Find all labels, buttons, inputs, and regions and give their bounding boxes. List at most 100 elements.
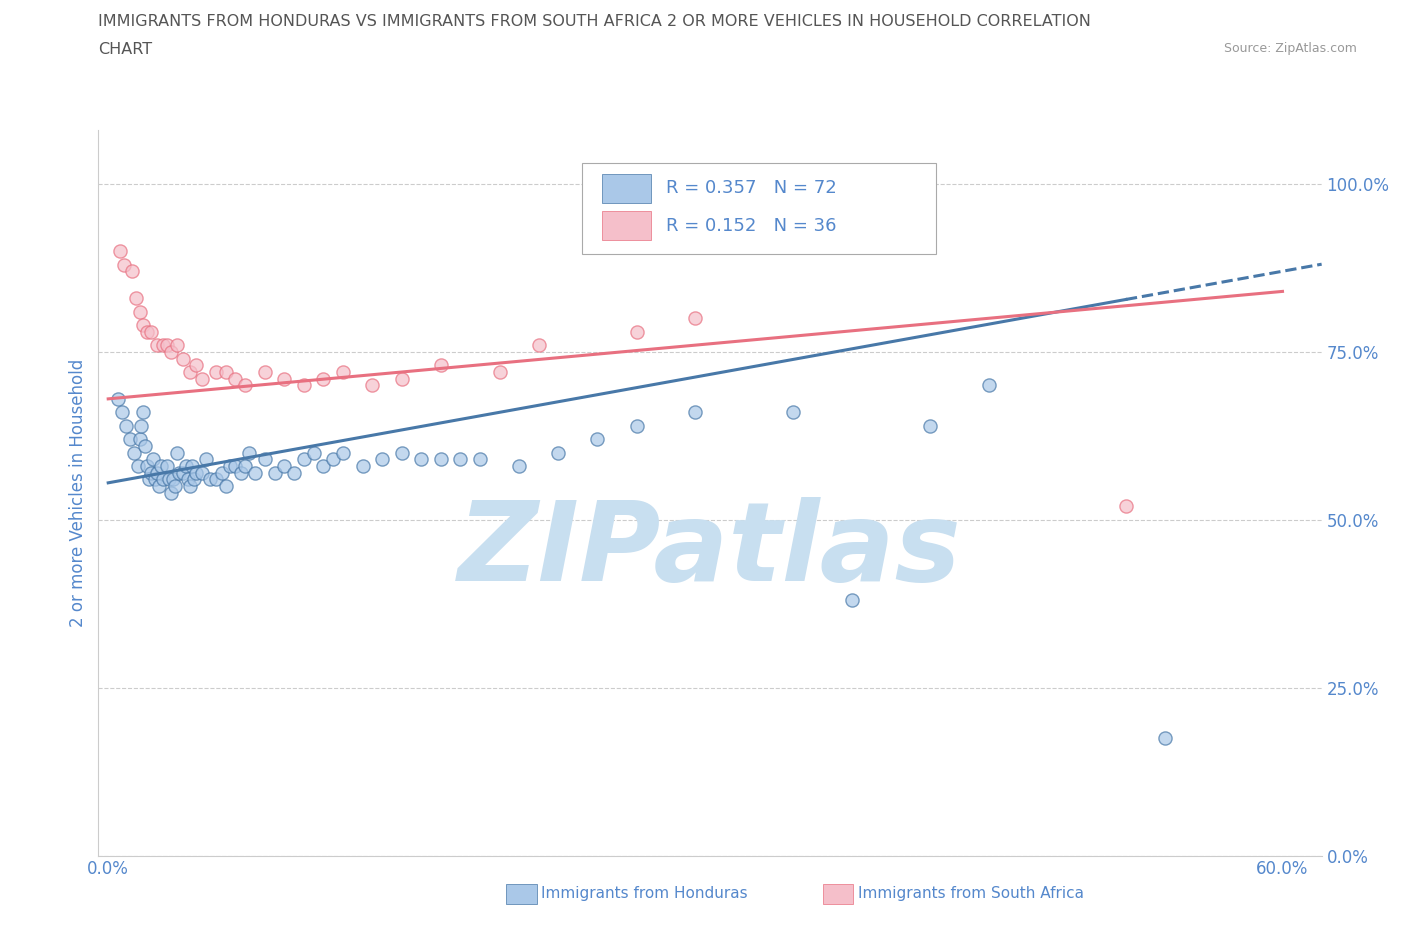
Point [179,365,201,379]
Point [586,432,609,446]
Point [146,338,169,352]
Point [224,371,246,386]
Text: Immigrants from South Africa: Immigrants from South Africa [858,886,1084,901]
Point [231,465,253,480]
Point [1115,498,1137,513]
Point [131,418,153,433]
Point [156,338,179,352]
Point [508,458,530,473]
Point [156,458,179,473]
Text: IMMIGRANTS FROM HONDURAS VS IMMIGRANTS FROM SOUTH AFRICA 2 OR MORE VEHICLES IN H: IMMIGRANTS FROM HONDURAS VS IMMIGRANTS F… [98,14,1091,29]
Point [143,472,166,487]
Point [142,452,165,467]
Point [176,458,198,473]
Point [152,472,174,487]
Point [186,358,208,373]
Point [312,458,335,473]
Point [152,338,174,352]
Point [107,392,129,406]
Point [238,445,260,460]
Point [361,378,384,392]
Point [141,325,163,339]
Text: ZIPatlas: ZIPatlas [458,498,962,604]
Point [977,378,1000,392]
Point [283,465,305,480]
Point [167,465,190,480]
Point [391,445,413,460]
Point [179,479,201,494]
Point [108,244,131,259]
Point [132,317,155,332]
Point [626,325,648,339]
Point [782,405,804,419]
Point [302,445,325,460]
Point [214,365,236,379]
Point [148,479,170,494]
Point [292,452,315,467]
Point [128,304,150,319]
Point [468,452,491,467]
Point [211,465,233,480]
Point [127,458,149,473]
Point [141,465,163,480]
Point [253,365,276,379]
Point [205,472,228,487]
Point [134,438,156,453]
Point [332,365,354,379]
Point [488,365,510,379]
Point [160,485,183,500]
Point [218,458,240,473]
Point [195,452,218,467]
Text: R = 0.357   N = 72: R = 0.357 N = 72 [666,179,837,197]
Point [136,458,159,473]
Point [198,472,221,487]
Point [1154,731,1177,746]
Point [136,325,159,339]
Point [121,264,143,279]
Point [273,458,295,473]
Point [391,371,413,386]
Point [177,472,200,487]
Point [191,371,214,386]
Point [118,432,141,446]
Point [233,458,256,473]
Point [128,432,150,446]
Point [411,452,433,467]
Point [233,378,256,392]
Point [292,378,315,392]
Point [626,418,648,433]
Point [450,452,472,467]
Text: CHART: CHART [98,42,152,57]
FancyBboxPatch shape [602,174,651,203]
Point [112,257,135,272]
Point [146,465,169,480]
Point [352,458,374,473]
Point [172,465,194,480]
Point [166,445,188,460]
Point [371,452,394,467]
Point [166,338,188,352]
Point [547,445,569,460]
Point [124,291,146,306]
Point [312,371,335,386]
Point [214,479,236,494]
Point [332,445,354,460]
Point [685,311,707,325]
Point [273,371,295,386]
Point [253,452,276,467]
Point [183,472,205,487]
Point [111,405,134,419]
Point [685,405,707,419]
Point [163,479,186,494]
Point [132,405,155,419]
Point [157,472,180,487]
FancyBboxPatch shape [602,211,651,241]
Point [224,458,246,473]
Point [172,352,194,366]
Point [841,593,863,608]
Point [160,344,183,359]
Text: Immigrants from Honduras: Immigrants from Honduras [541,886,748,901]
Text: Source: ZipAtlas.com: Source: ZipAtlas.com [1223,42,1357,55]
Point [322,452,344,467]
Point [122,445,145,460]
